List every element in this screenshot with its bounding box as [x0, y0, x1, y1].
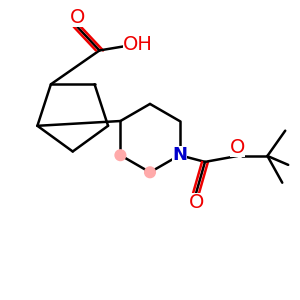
Text: O: O: [188, 193, 204, 212]
Circle shape: [145, 167, 155, 178]
Text: OH: OH: [123, 35, 152, 54]
Text: O: O: [70, 8, 85, 27]
Text: O: O: [230, 138, 245, 157]
Circle shape: [115, 150, 126, 160]
Text: N: N: [172, 146, 187, 164]
